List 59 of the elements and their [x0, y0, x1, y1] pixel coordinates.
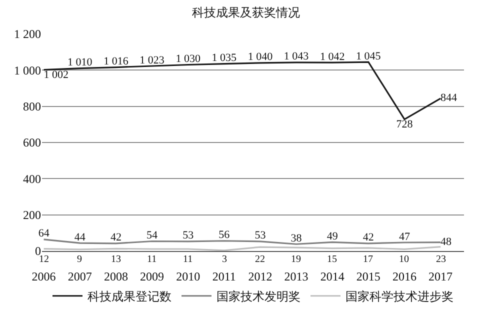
data-label: 56 — [218, 229, 230, 242]
data-label: 728 — [396, 118, 414, 131]
x-tick-label: 2009 — [140, 269, 164, 284]
x-tick-label: 2006 — [32, 269, 56, 284]
x-tick-label: 2017 — [428, 269, 453, 284]
x-tick-label: 2008 — [104, 269, 128, 284]
data-label: 3 — [222, 254, 227, 265]
data-label: 1 010 — [67, 56, 93, 69]
data-label: 53 — [254, 230, 266, 242]
legend-label: 国家科学技术进步奖 — [346, 290, 454, 304]
data-label: 48 — [440, 236, 452, 248]
data-label: 17 — [363, 254, 373, 265]
data-label: 13 — [111, 254, 121, 265]
y-tick-label: 1 000 — [14, 63, 41, 78]
data-label: 22 — [255, 254, 265, 265]
y-tick-label: 200 — [23, 208, 41, 222]
data-label: 42 — [362, 232, 374, 244]
data-label: 23 — [436, 254, 446, 265]
data-label: 10 — [399, 254, 409, 265]
data-label: 11 — [147, 254, 157, 265]
data-label: 54 — [146, 229, 158, 242]
data-label: 1 045 — [356, 50, 382, 62]
y-tick-label: 600 — [23, 136, 41, 150]
data-label: 1 016 — [104, 56, 129, 68]
data-label: 12 — [39, 254, 49, 265]
data-label: 49 — [326, 230, 338, 242]
data-label: 64 — [38, 228, 50, 240]
data-label: 1 040 — [248, 51, 274, 64]
x-tick-label: 2016 — [392, 269, 416, 284]
chart-title: 科技成果及获奖情况 — [192, 5, 300, 20]
data-label: 19 — [291, 254, 301, 265]
legend-label: 科技成果登记数 — [88, 290, 172, 304]
x-tick-label: 2012 — [248, 269, 272, 284]
x-tick-label: 2015 — [356, 269, 380, 284]
data-label: 42 — [110, 232, 122, 244]
x-tick-label: 2013 — [284, 269, 308, 284]
x-tick-label: 2007 — [68, 269, 92, 284]
data-label: 844 — [440, 92, 458, 104]
y-tick-label: 800 — [23, 100, 41, 114]
data-label: 1 035 — [212, 52, 238, 64]
x-tick-label: 2010 — [176, 269, 200, 284]
data-label: 11 — [183, 254, 193, 265]
data-label: 1 023 — [140, 54, 165, 66]
data-label: 9 — [77, 254, 82, 265]
data-label: 1 030 — [176, 52, 201, 65]
y-tick-label: 0 — [35, 244, 41, 258]
data-label: 38 — [290, 232, 302, 244]
y-tick-label: 1 200 — [14, 27, 41, 42]
x-tick-label: 2011 — [212, 269, 236, 284]
y-tick-label: 400 — [23, 172, 41, 186]
x-tick-label: 2014 — [320, 269, 344, 284]
data-label: 1 042 — [320, 50, 345, 63]
data-label: 44 — [74, 231, 86, 244]
data-label: 1 002 — [44, 69, 69, 82]
data-label: 15 — [327, 254, 337, 265]
data-label: 53 — [182, 230, 194, 242]
data-label: 47 — [398, 230, 410, 243]
legend-label: 国家技术发明奖 — [216, 290, 300, 304]
data-label: 1 043 — [284, 50, 310, 63]
